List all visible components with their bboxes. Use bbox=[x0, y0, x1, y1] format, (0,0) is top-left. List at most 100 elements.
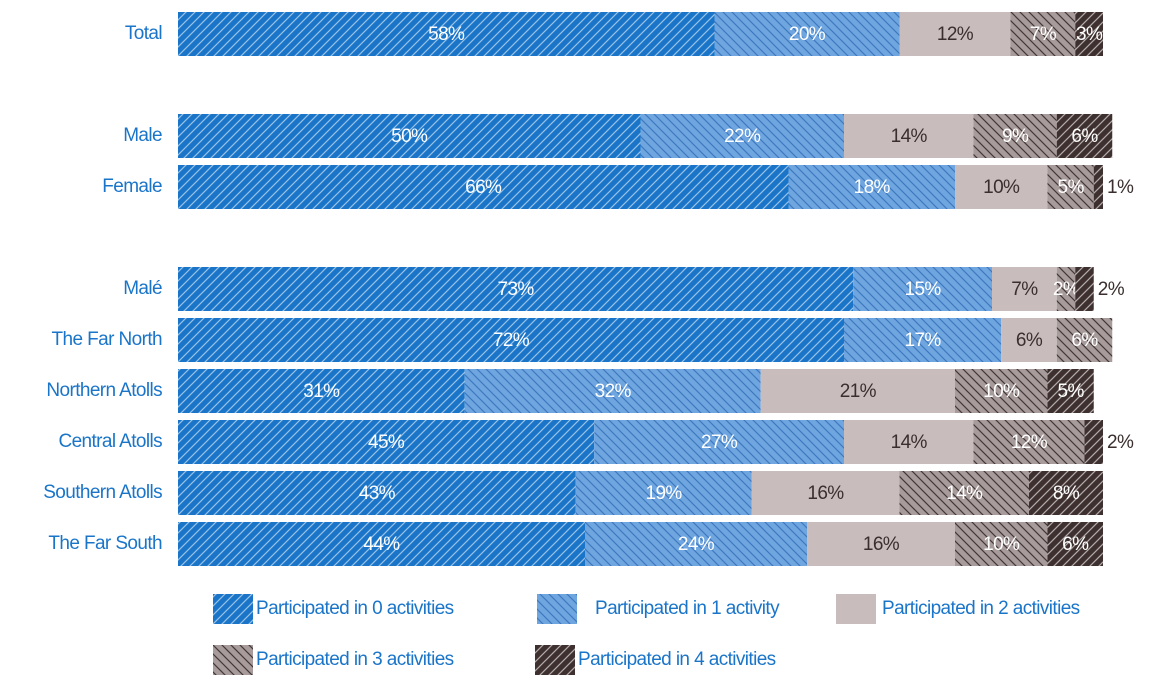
bar-segment bbox=[1056, 267, 1076, 311]
value-label: 6% bbox=[1071, 126, 1098, 147]
value-label: 73% bbox=[498, 279, 535, 300]
legend-swatch bbox=[213, 645, 253, 675]
bar-segment bbox=[1075, 12, 1103, 56]
category-label: Central Atolls bbox=[58, 431, 162, 452]
bar-segment bbox=[844, 114, 974, 158]
bar-segment bbox=[1047, 165, 1094, 209]
category-label: Southern Atolls bbox=[43, 482, 162, 503]
legend-label: Participated in 2 activities bbox=[882, 598, 1080, 619]
category-label: Male bbox=[123, 125, 162, 146]
bar-segment bbox=[1093, 165, 1103, 209]
bar-segment bbox=[178, 114, 641, 158]
value-label: 45% bbox=[368, 432, 405, 453]
bar-segment bbox=[1075, 267, 1094, 311]
bar-segment bbox=[1047, 369, 1094, 413]
value-label: 14% bbox=[946, 483, 983, 504]
value-label: 2% bbox=[1053, 279, 1080, 300]
legend-label: Participated in 3 activities bbox=[256, 649, 454, 670]
bar-segment bbox=[178, 267, 854, 311]
value-label: 2% bbox=[1098, 279, 1125, 300]
value-label: 12% bbox=[1011, 432, 1048, 453]
bar-segment bbox=[844, 420, 974, 464]
bar-segment bbox=[585, 522, 807, 566]
value-label: 21% bbox=[840, 381, 877, 402]
bar-segment bbox=[760, 369, 955, 413]
value-label: 27% bbox=[701, 432, 738, 453]
bar-segment bbox=[1029, 471, 1103, 515]
bar-segment bbox=[594, 420, 844, 464]
category-label: Female bbox=[102, 176, 162, 197]
value-label: 72% bbox=[493, 330, 530, 351]
bar-segment bbox=[1084, 420, 1103, 464]
bar-segment bbox=[955, 165, 1048, 209]
bar-segment bbox=[853, 267, 992, 311]
value-label: 20% bbox=[789, 24, 826, 45]
value-label: 22% bbox=[724, 126, 761, 147]
bar-segment bbox=[178, 165, 789, 209]
category-label: Malé bbox=[123, 278, 162, 299]
bar-segment bbox=[1056, 114, 1113, 158]
category-label: Northern Atolls bbox=[46, 380, 162, 401]
value-label: 9% bbox=[1002, 126, 1029, 147]
bar-segment bbox=[178, 471, 576, 515]
value-label: 12% bbox=[937, 24, 974, 45]
legend-swatch bbox=[537, 594, 577, 624]
category-label: The Far North bbox=[52, 329, 162, 350]
legend-swatch bbox=[836, 594, 876, 624]
value-label: 5% bbox=[1057, 177, 1084, 198]
legend-label: Participated in 0 activities bbox=[256, 598, 454, 619]
value-label: 44% bbox=[363, 534, 400, 555]
value-label: 10% bbox=[983, 534, 1020, 555]
bar-segment bbox=[1001, 318, 1057, 362]
bar-segment bbox=[955, 522, 1048, 566]
value-label: 19% bbox=[646, 483, 683, 504]
legend-label: Participated in 1 activity bbox=[595, 598, 780, 619]
value-label: 5% bbox=[1057, 381, 1084, 402]
value-label: 6% bbox=[1016, 330, 1043, 351]
value-label: 3% bbox=[1076, 24, 1103, 45]
value-label: 1% bbox=[1107, 177, 1134, 198]
bar-segment bbox=[1056, 318, 1113, 362]
bar-segment bbox=[973, 420, 1085, 464]
value-label: 8% bbox=[1053, 483, 1080, 504]
value-label: 16% bbox=[863, 534, 900, 555]
bar-segment bbox=[178, 420, 595, 464]
category-label: Total bbox=[125, 23, 162, 44]
bar-segment bbox=[1010, 12, 1076, 56]
bar-segment bbox=[640, 114, 844, 158]
bar-segment bbox=[178, 12, 715, 56]
value-label: 7% bbox=[1011, 279, 1038, 300]
bar-segment bbox=[788, 165, 955, 209]
value-label: 24% bbox=[678, 534, 715, 555]
bar-segment bbox=[464, 369, 761, 413]
bar-segment bbox=[751, 471, 900, 515]
value-label: 14% bbox=[891, 126, 928, 147]
bar-segment bbox=[178, 369, 465, 413]
bar-segment bbox=[575, 471, 752, 515]
bar-segment bbox=[992, 267, 1057, 311]
bar-segment bbox=[807, 522, 955, 566]
value-label: 43% bbox=[359, 483, 396, 504]
value-label: 31% bbox=[303, 381, 340, 402]
bar-segment bbox=[714, 12, 900, 56]
value-label: 16% bbox=[807, 483, 844, 504]
value-label: 50% bbox=[391, 126, 428, 147]
value-label: 6% bbox=[1062, 534, 1089, 555]
bar-segment bbox=[178, 318, 844, 362]
value-label: 10% bbox=[983, 381, 1020, 402]
value-label: 15% bbox=[905, 279, 942, 300]
value-label: 14% bbox=[891, 432, 928, 453]
bar-segment bbox=[844, 318, 1002, 362]
category-label: The Far South bbox=[48, 533, 162, 554]
bar-segment bbox=[899, 471, 1029, 515]
legend-label: Participated in 4 activities bbox=[578, 649, 776, 670]
bar-segment bbox=[1047, 522, 1103, 566]
value-label: 7% bbox=[1030, 24, 1057, 45]
value-label: 18% bbox=[854, 177, 891, 198]
value-label: 6% bbox=[1071, 330, 1098, 351]
bar-segment bbox=[178, 522, 585, 566]
value-label: 17% bbox=[905, 330, 942, 351]
legend-swatch bbox=[213, 594, 253, 624]
value-label: 58% bbox=[428, 24, 465, 45]
